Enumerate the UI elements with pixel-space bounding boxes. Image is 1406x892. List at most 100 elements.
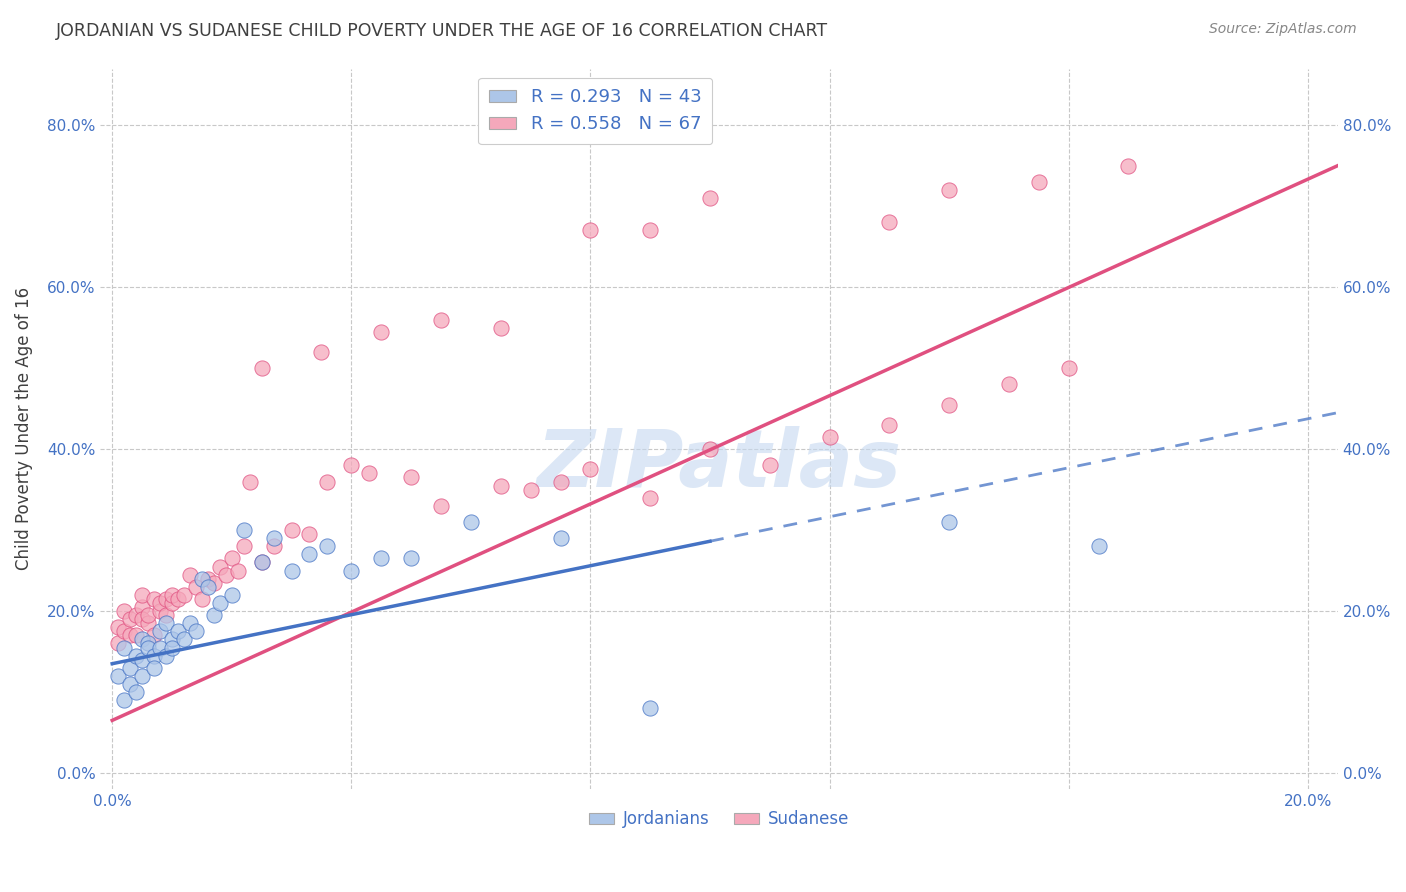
Text: ZIPatlas: ZIPatlas <box>537 425 901 504</box>
Point <box>232 523 254 537</box>
Point <box>399 551 422 566</box>
Point <box>340 458 363 473</box>
Point <box>120 628 142 642</box>
Point <box>202 608 225 623</box>
Point <box>160 632 183 647</box>
Point <box>191 572 214 586</box>
Point <box>1118 159 1140 173</box>
Point <box>250 556 273 570</box>
Point <box>938 183 960 197</box>
Point <box>340 564 363 578</box>
Point <box>107 620 129 634</box>
Point <box>155 616 177 631</box>
Point <box>125 648 148 663</box>
Point <box>125 628 148 642</box>
Point <box>197 580 219 594</box>
Point <box>155 608 177 623</box>
Point <box>239 475 262 489</box>
Point <box>125 608 148 623</box>
Point <box>131 669 153 683</box>
Point <box>143 661 166 675</box>
Point <box>136 640 159 655</box>
Point <box>579 223 602 237</box>
Point <box>221 588 243 602</box>
Point <box>879 417 901 432</box>
Point <box>550 475 572 489</box>
Point <box>638 491 661 505</box>
Point <box>149 604 172 618</box>
Point <box>149 596 172 610</box>
Point <box>519 483 541 497</box>
Point <box>107 636 129 650</box>
Point <box>1057 361 1080 376</box>
Point <box>638 701 661 715</box>
Point <box>136 608 159 623</box>
Point <box>136 636 159 650</box>
Point <box>579 462 602 476</box>
Point <box>316 539 339 553</box>
Point <box>143 591 166 606</box>
Point <box>489 478 512 492</box>
Point <box>316 475 339 489</box>
Point <box>143 628 166 642</box>
Point <box>250 556 273 570</box>
Point <box>460 515 482 529</box>
Point <box>179 567 201 582</box>
Point <box>149 640 172 655</box>
Point <box>359 467 381 481</box>
Point <box>998 377 1021 392</box>
Point <box>208 596 231 610</box>
Point <box>263 531 285 545</box>
Point <box>879 215 901 229</box>
Point <box>399 470 422 484</box>
Point <box>370 325 392 339</box>
Point <box>232 539 254 553</box>
Point <box>131 653 153 667</box>
Point <box>191 591 214 606</box>
Point <box>250 361 273 376</box>
Point <box>298 527 321 541</box>
Point <box>120 677 142 691</box>
Point <box>221 551 243 566</box>
Point <box>160 588 183 602</box>
Point <box>818 430 841 444</box>
Point <box>131 632 153 647</box>
Point <box>149 624 172 639</box>
Point <box>370 551 392 566</box>
Point <box>226 564 249 578</box>
Point <box>938 398 960 412</box>
Point <box>143 648 166 663</box>
Point <box>638 223 661 237</box>
Legend: Jordanians, Sudanese: Jordanians, Sudanese <box>582 804 855 835</box>
Y-axis label: Child Poverty Under the Age of 16: Child Poverty Under the Age of 16 <box>15 287 32 570</box>
Point <box>938 515 960 529</box>
Point <box>131 588 153 602</box>
Point <box>298 548 321 562</box>
Point <box>112 693 135 707</box>
Point <box>112 640 135 655</box>
Point <box>311 345 333 359</box>
Point <box>155 648 177 663</box>
Point <box>136 616 159 631</box>
Point <box>489 320 512 334</box>
Text: Source: ZipAtlas.com: Source: ZipAtlas.com <box>1209 22 1357 37</box>
Point <box>1087 539 1109 553</box>
Point <box>184 624 207 639</box>
Point <box>131 612 153 626</box>
Point <box>179 616 201 631</box>
Point <box>173 588 195 602</box>
Point <box>155 591 177 606</box>
Point <box>173 632 195 647</box>
Point <box>280 523 302 537</box>
Point <box>215 567 238 582</box>
Point <box>112 604 135 618</box>
Point <box>184 580 207 594</box>
Point <box>120 612 142 626</box>
Point <box>112 624 135 639</box>
Point <box>160 640 183 655</box>
Point <box>430 312 453 326</box>
Point <box>699 442 721 456</box>
Point <box>699 191 721 205</box>
Point <box>1028 175 1050 189</box>
Text: JORDANIAN VS SUDANESE CHILD POVERTY UNDER THE AGE OF 16 CORRELATION CHART: JORDANIAN VS SUDANESE CHILD POVERTY UNDE… <box>56 22 828 40</box>
